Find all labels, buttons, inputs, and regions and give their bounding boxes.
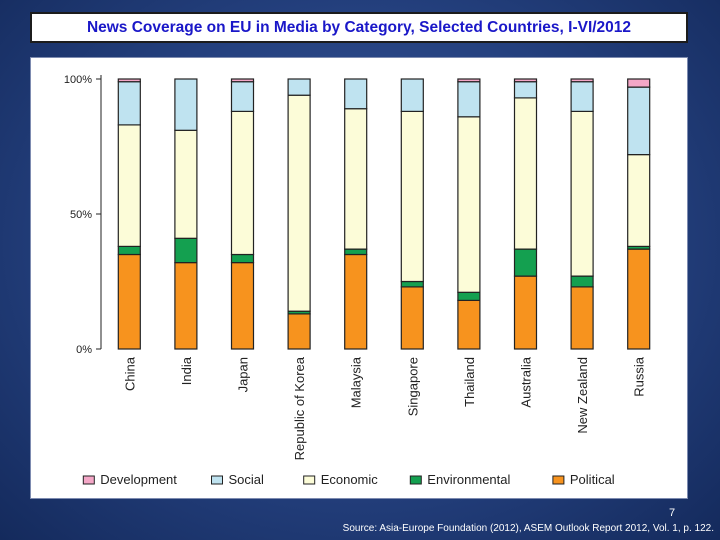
legend-item-political: Political — [552, 472, 615, 487]
bar-segment-economic — [230, 110, 255, 256]
bar-segment-social — [570, 81, 594, 113]
legend-swatch — [552, 475, 565, 485]
legend-item-environmental: Environmental — [409, 472, 511, 487]
source-note: Source: Asia-Europe Foundation (2012), A… — [342, 523, 714, 534]
y-tick-label: 0% — [76, 344, 92, 356]
bar-segment-economic — [627, 153, 651, 248]
bar-segment-development — [117, 78, 141, 83]
legend-label: Political — [570, 472, 615, 487]
bar-segment-economic — [117, 124, 141, 248]
bar-segment-economic — [570, 110, 594, 277]
bar-segment-social — [344, 78, 368, 110]
legend-label: Economic — [321, 472, 379, 487]
bar-segment-economic — [400, 110, 424, 283]
bar-segment-political — [457, 299, 481, 350]
page-number: 7 — [669, 507, 676, 519]
bar-segment-economic — [287, 94, 311, 312]
legend-label: Environmental — [427, 472, 510, 487]
x-tick-label: Thailand — [462, 357, 477, 407]
x-tick-label: Russia — [632, 356, 647, 397]
bar-segment-political — [400, 286, 424, 350]
bar-segment-social — [627, 86, 651, 156]
bar-segment-development — [627, 78, 651, 88]
bar-segment-environmental — [400, 280, 424, 288]
x-tick-label: Malaysia — [349, 356, 364, 408]
bar-segment-environmental — [457, 291, 481, 302]
bar-segment-social — [400, 78, 424, 113]
legend-label: Development — [100, 472, 177, 487]
x-tick-label: India — [179, 356, 194, 385]
bar-segment-development — [513, 78, 538, 83]
bar-segment-environmental — [570, 275, 594, 288]
bar-segment-environmental — [117, 245, 141, 256]
bar-segment-political — [117, 253, 141, 350]
x-tick-label: Singapore — [405, 357, 420, 416]
bar-segment-social — [230, 81, 255, 113]
legend-item-development: Development — [82, 472, 177, 487]
bar-segment-social — [457, 81, 481, 118]
bar-segment-economic — [344, 108, 368, 250]
bar-segment-economic — [513, 97, 538, 250]
x-tick-label: China — [122, 356, 137, 391]
bar-segment-political — [627, 248, 651, 350]
bar-segment-development — [230, 78, 255, 83]
legend-item-economic: Economic — [303, 472, 379, 487]
bar-segment-environmental — [513, 248, 538, 277]
y-tick-label: 50% — [70, 209, 92, 221]
bar-segment-political — [174, 262, 198, 350]
bar-segment-social — [513, 81, 538, 99]
legend-swatch — [303, 475, 316, 485]
bar-segment-development — [457, 78, 481, 83]
bar-segment-environmental — [230, 253, 255, 264]
bar-segment-political — [287, 313, 311, 350]
bar-segment-environmental — [174, 237, 198, 264]
legend-label: Social — [229, 472, 265, 487]
legend-item-social: Social — [211, 472, 265, 487]
bar-segment-political — [570, 286, 594, 350]
bar-segment-social — [174, 78, 198, 131]
bar-segment-social — [287, 78, 311, 96]
x-tick-label: Japan — [236, 357, 251, 392]
bar-segment-economic — [174, 129, 198, 239]
legend-swatch — [211, 475, 223, 485]
y-tick-label: 100% — [64, 74, 92, 86]
slide-title: News Coverage on EU in Media by Category… — [86, 18, 632, 36]
chart-panel: 0% 50% 100% China India Japan Republic of Kore… — [30, 57, 688, 499]
x-tick-label: New Zealand — [575, 357, 590, 434]
bar-segment-political — [230, 262, 255, 350]
stacked-bar-chart: 0% 50% 100% China India Japan Republic of Kore… — [64, 74, 651, 487]
x-tick-label: Australia — [519, 356, 534, 407]
bar-segment-economic — [457, 116, 481, 293]
bar-segment-development — [570, 78, 594, 83]
legend-swatch — [409, 475, 422, 485]
bar-segment-political — [344, 253, 368, 350]
slide-title-box: News Coverage on EU in Media by Category… — [30, 12, 688, 43]
bar-segment-social — [117, 81, 141, 126]
bar-segment-political — [513, 275, 538, 350]
legend-swatch — [82, 475, 95, 485]
x-tick-label: Republic of Korea — [292, 356, 307, 460]
bar-segment-environmental — [344, 248, 368, 256]
